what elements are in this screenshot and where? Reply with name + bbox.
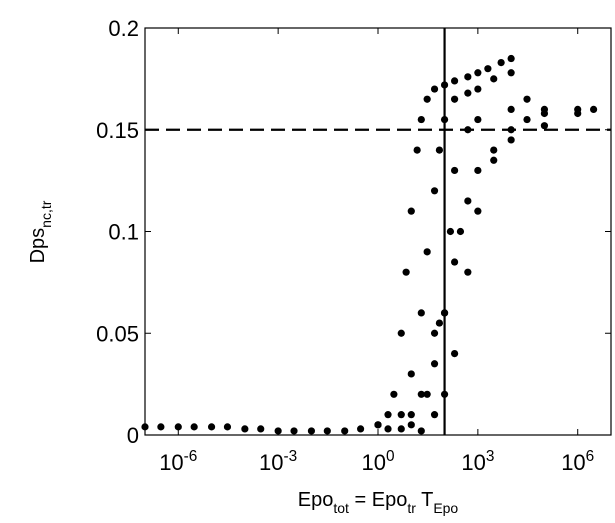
scatter-point bbox=[464, 126, 472, 134]
y-axis-label: Dpsnc,tr bbox=[27, 200, 54, 263]
scatter-point bbox=[589, 105, 598, 113]
scatter-point bbox=[190, 423, 198, 431]
scatter-point bbox=[174, 423, 182, 431]
scatter-point bbox=[356, 425, 365, 433]
scatter-point bbox=[446, 227, 455, 236]
y-tick-label: 0.1 bbox=[108, 220, 139, 245]
scatter-point bbox=[241, 425, 249, 433]
scatter-point bbox=[450, 258, 459, 266]
scatter-point bbox=[464, 197, 472, 205]
scatter-point bbox=[450, 77, 459, 85]
y-tick-label: 0.15 bbox=[96, 118, 139, 143]
scatter-point bbox=[484, 65, 492, 73]
scatter-point bbox=[141, 423, 149, 431]
scatter-point bbox=[440, 81, 449, 89]
scatter-point bbox=[397, 329, 405, 337]
scatter-point bbox=[417, 427, 425, 435]
scatter-point bbox=[435, 146, 444, 154]
scatter-point bbox=[423, 95, 431, 103]
scatter-point bbox=[507, 126, 515, 134]
scatter-point bbox=[440, 390, 449, 398]
scatter-point bbox=[423, 248, 431, 256]
scatter-point bbox=[490, 75, 498, 83]
scatter-point bbox=[464, 73, 472, 81]
scatter-point bbox=[430, 85, 439, 93]
scatter-point bbox=[574, 109, 582, 118]
x-tick-label: 106 bbox=[561, 448, 594, 475]
scatter-point bbox=[490, 146, 498, 154]
x-tick-label: 10-3 bbox=[259, 448, 297, 475]
scatter-point bbox=[323, 427, 331, 435]
scatter-point bbox=[440, 115, 449, 124]
scatter-point bbox=[407, 421, 415, 429]
scatter-point bbox=[430, 411, 439, 419]
scatter-point bbox=[290, 427, 298, 435]
scatter-point bbox=[423, 390, 431, 398]
scatter-point bbox=[407, 411, 415, 419]
scatter-point bbox=[307, 427, 316, 435]
scatter-point bbox=[507, 69, 515, 77]
scatter-point bbox=[207, 423, 216, 431]
scatter-point bbox=[540, 109, 549, 118]
scatter-point bbox=[407, 207, 415, 215]
scatter-point bbox=[440, 309, 449, 317]
scatter-point bbox=[274, 427, 282, 435]
scatter-point bbox=[390, 390, 398, 398]
scatter-point bbox=[474, 85, 482, 93]
scatter-point bbox=[474, 207, 482, 215]
scatter-point bbox=[397, 411, 405, 419]
x-axis-label: Epotot = Epotr TEpo bbox=[298, 489, 459, 516]
x-tick-label: 10-6 bbox=[159, 448, 197, 475]
scatter-point bbox=[374, 421, 382, 429]
scatter-point bbox=[490, 156, 498, 164]
y-tick-label: 0.2 bbox=[108, 16, 139, 41]
scatter-point bbox=[384, 425, 392, 433]
scatter-point bbox=[474, 115, 482, 124]
scatter-point bbox=[507, 105, 515, 113]
scatter-point bbox=[384, 411, 392, 419]
scatter-point bbox=[523, 115, 531, 124]
scatter-point bbox=[417, 390, 425, 398]
scatter-point bbox=[464, 268, 472, 276]
scatter-point bbox=[450, 350, 459, 358]
scatter-point bbox=[402, 268, 410, 276]
x-tick-label: 100 bbox=[361, 448, 394, 475]
scatter-point bbox=[456, 227, 465, 236]
scatter-point bbox=[450, 166, 459, 175]
scatter-point bbox=[507, 54, 515, 63]
scatter-point bbox=[540, 122, 549, 130]
scatter-point bbox=[430, 329, 439, 337]
scatter-point bbox=[157, 423, 165, 431]
scatter-point bbox=[407, 370, 415, 378]
plot-frame bbox=[144, 27, 612, 436]
scatter-point bbox=[341, 427, 349, 435]
scatter-point bbox=[257, 425, 265, 433]
scatter-point bbox=[464, 89, 472, 97]
y-tick-label: 0 bbox=[127, 423, 139, 448]
scatter-point bbox=[435, 319, 444, 327]
scatter-point bbox=[397, 425, 405, 433]
scatter-point bbox=[474, 166, 482, 175]
scatter-point bbox=[430, 187, 439, 195]
scatter-point bbox=[523, 95, 531, 103]
scatter-point bbox=[430, 360, 439, 368]
scatter-point bbox=[413, 146, 421, 154]
scatter-point bbox=[450, 95, 459, 103]
x-tick-label: 103 bbox=[461, 448, 494, 475]
scatter-point bbox=[417, 115, 425, 124]
scatter-point bbox=[474, 69, 482, 77]
scatter-point bbox=[417, 309, 425, 317]
scatter-point bbox=[497, 58, 505, 67]
y-tick-label: 0.05 bbox=[96, 321, 139, 346]
scatter-point bbox=[507, 136, 515, 144]
scatter-point bbox=[223, 423, 232, 431]
